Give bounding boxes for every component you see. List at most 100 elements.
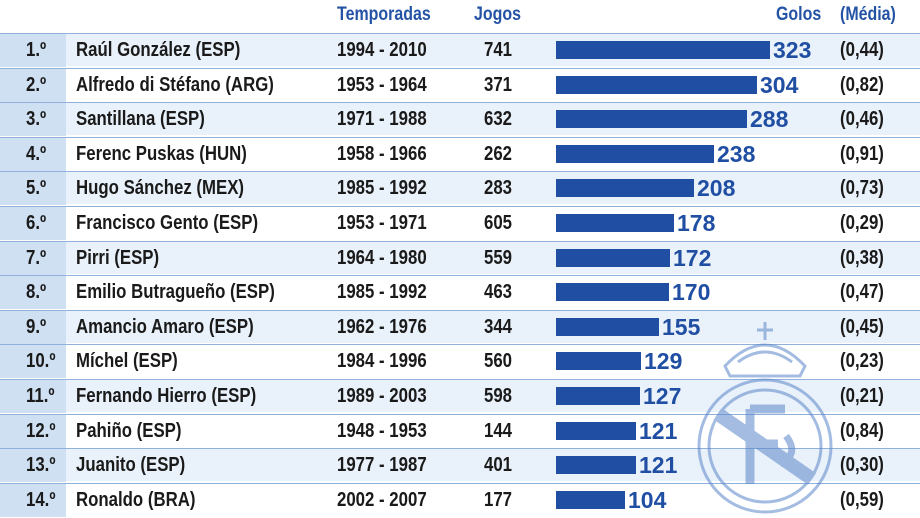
- goals-bar: [556, 179, 694, 198]
- seasons-range: 1962 - 1976: [337, 315, 427, 338]
- rank-label: 10.º: [26, 350, 56, 373]
- goals-average: (0,21): [840, 385, 884, 407]
- header-goals: Golos: [776, 4, 822, 25]
- goals-bar: [556, 456, 636, 475]
- games-count: 144: [484, 419, 513, 442]
- player-name: Amancio Amaro (ESP): [76, 315, 254, 338]
- player-name: Alfredo di Stéfano (ARG): [76, 73, 274, 96]
- goals-value: 323: [773, 37, 812, 63]
- goals-average: (0,29): [840, 212, 884, 234]
- table-row: 5.º Hugo Sánchez (MEX) 1985 - 1992 283 208 (0…: [0, 171, 920, 206]
- seasons-range: 1985 - 1992: [337, 281, 427, 304]
- table-row: 14.º Ronaldo (BRA) 2002 - 2007 177 104 (0,59): [0, 482, 920, 517]
- seasons-range: 1994 - 2010: [337, 39, 427, 61]
- rank-cell: [0, 414, 66, 448]
- player-name: Emilio Butragueño (ESP): [76, 281, 275, 304]
- table-row: 9.º Amancio Amaro (ESP) 1962 - 1976 344 155 (…: [0, 309, 920, 344]
- goals-average: (0,30): [840, 454, 884, 477]
- rank-label: 7.º: [26, 246, 47, 269]
- header-games: Jogos: [474, 4, 522, 25]
- rank-cell: [0, 103, 66, 137]
- goals-value: 155: [662, 313, 701, 340]
- goals-value: 127: [643, 383, 682, 409]
- goals-value: 121: [639, 417, 678, 444]
- goals-average: (0,82): [840, 73, 884, 96]
- rank-label: 12.º: [26, 419, 56, 442]
- player-name: Juanito (ESP): [76, 454, 186, 477]
- goals-value: 170: [672, 279, 711, 306]
- goals-value: 129: [644, 348, 683, 375]
- goals-value: 288: [750, 106, 789, 133]
- table-row: 4.º Ferenc Puskas (HUN) 1958 - 1966 262 238 (…: [0, 136, 920, 171]
- goals-value: 208: [697, 175, 736, 202]
- seasons-range: 1989 - 2003: [337, 385, 427, 407]
- header-seasons: Temporadas: [337, 4, 431, 25]
- seasons-range: 1948 - 1953: [337, 419, 427, 442]
- rank-label: 9.º: [26, 315, 47, 338]
- rank-cell: [0, 276, 66, 310]
- player-name: Pahiño (ESP): [76, 419, 182, 442]
- goals-average: (0,46): [840, 108, 884, 131]
- games-count: 741: [484, 39, 513, 61]
- goals-value: 121: [639, 452, 678, 479]
- rank-label: 1.º: [26, 39, 47, 61]
- seasons-range: 1971 - 1988: [337, 108, 427, 131]
- goals-average: (0,91): [840, 142, 884, 165]
- real-madrid-crest-icon: [697, 322, 833, 514]
- player-name: Fernando Hierro (ESP): [76, 385, 257, 407]
- rank-label: 6.º: [26, 212, 47, 234]
- seasons-range: 1977 - 1987: [337, 454, 427, 477]
- goals-average: (0,45): [840, 315, 884, 338]
- rank-cell: [0, 207, 66, 240]
- seasons-range: 1984 - 1996: [337, 350, 427, 373]
- games-count: 177: [484, 488, 513, 511]
- rank-label: 11.º: [26, 385, 55, 407]
- goals-bar: [556, 387, 640, 405]
- goals-value: 304: [760, 71, 799, 98]
- rank-cell: [0, 380, 66, 413]
- rank-label: 2.º: [26, 73, 47, 96]
- player-name: Raúl González (ESP): [76, 39, 241, 61]
- rank-label: 3.º: [26, 108, 47, 131]
- player-name: Santillana (ESP): [76, 108, 205, 131]
- goals-average: (0,47): [840, 281, 884, 304]
- rank-cell: [0, 449, 66, 483]
- goals-bar: [556, 41, 770, 59]
- table-row: 7.º Pirri (ESP) 1964 - 1980 559 172 (0,38): [0, 240, 920, 275]
- games-count: 344: [484, 315, 513, 338]
- table-row: 6.º Francisco Gento (ESP) 1953 - 1971 605 17…: [0, 206, 920, 240]
- rank-cell: [0, 483, 66, 517]
- rank-cell: [0, 310, 66, 344]
- rank-cell: [0, 241, 66, 275]
- seasons-range: 1958 - 1966: [337, 142, 427, 165]
- goals-value: 172: [673, 244, 712, 271]
- goals-bar: [556, 75, 757, 94]
- rank-cell: [0, 345, 66, 379]
- table-row: 8.º Emilio Butragueño (ESP) 1985 - 1992 463…: [0, 275, 920, 310]
- player-name: Hugo Sánchez (MEX): [76, 177, 245, 200]
- goals-bar: [556, 352, 641, 371]
- player-name: Pirri (ESP): [76, 246, 160, 269]
- goals-average: (0,38): [840, 246, 884, 269]
- seasons-range: 1964 - 1980: [337, 246, 427, 269]
- header-average: (Média): [840, 4, 896, 25]
- rank-cell: [0, 68, 66, 102]
- table-row: 2.º Alfredo di Stéfano (ARG) 1953 - 1964 37…: [0, 67, 920, 102]
- goals-average: (0,59): [840, 488, 884, 511]
- goals-value: 104: [628, 486, 667, 513]
- games-count: 283: [484, 177, 513, 200]
- goals-bar: [556, 248, 670, 267]
- table-row: 11.º Fernando Hierro (ESP) 1989 - 2003 598 1…: [0, 379, 920, 413]
- seasons-range: 1953 - 1964: [337, 73, 427, 96]
- rank-cell: [0, 172, 66, 206]
- player-name: Ronaldo (BRA): [76, 488, 196, 511]
- seasons-range: 1953 - 1971: [337, 212, 427, 234]
- table-row: 1.º Raúl González (ESP) 1994 - 2010 741 323 (…: [0, 33, 920, 67]
- games-count: 262: [484, 142, 513, 165]
- player-name: Ferenc Puskas (HUN): [76, 142, 247, 165]
- rank-label: 5.º: [26, 177, 47, 200]
- goals-average: (0,23): [840, 350, 884, 373]
- rank-cell: [0, 34, 66, 67]
- table-row: 3.º Santillana (ESP) 1971 - 1988 632 288 (0,4…: [0, 102, 920, 137]
